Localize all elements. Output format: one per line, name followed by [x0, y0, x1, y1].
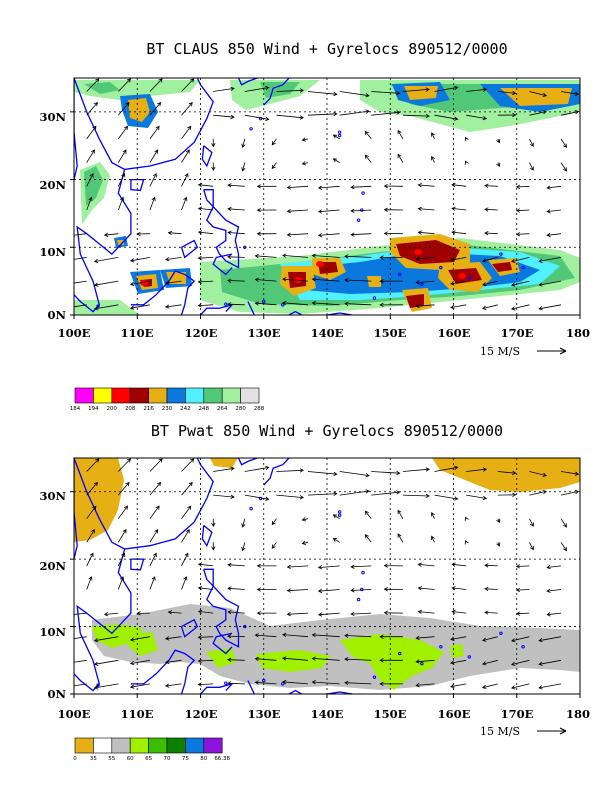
bot-colorbar-swatch-6 — [185, 737, 205, 754]
top-colorbar-label-8: 264 — [217, 406, 228, 412]
claus-map — [74, 78, 580, 315]
claus-vector-legend: 15 M/S — [480, 345, 567, 358]
top-colorbar-swatch-1 — [93, 387, 113, 404]
top-colorbar-swatch-3 — [129, 387, 149, 404]
top-colorbar-swatch-5 — [166, 387, 186, 404]
top-colorbar-label-10: 288 — [254, 406, 265, 412]
pwat-lat-30n: 30N — [39, 489, 66, 503]
pwat-lon-160e: 160E — [438, 707, 471, 721]
pwat-lat-20n: 20N — [39, 559, 66, 573]
bot-colorbar-swatch-4 — [148, 737, 168, 754]
top-colorbar-swatch-7 — [203, 387, 223, 404]
bot-colorbar-label-2: 55 — [108, 756, 115, 762]
pwat-panel: BT Pwat 850 Wind + Gyrelocs 890512/0000 … — [39, 422, 590, 762]
top-colorbar-label-7: 248 — [199, 406, 210, 412]
top-colorbar-label-1: 194 — [88, 406, 99, 412]
bot-colorbar-label-7: 80 — [200, 756, 207, 762]
pwat-lon-180: 180 — [566, 707, 590, 721]
claus-lat-10n: 10N — [39, 245, 66, 259]
bot-colorbar-label-1: 35 — [90, 756, 97, 762]
claus-lat-30n: 30N — [39, 110, 66, 124]
pwat-map — [74, 458, 580, 694]
wind-vectors — [74, 458, 580, 690]
pwat-colorbar: 0 35 55 60 65 70 75 80 66.38 — [73, 737, 231, 762]
bot-colorbar-swatch-5 — [166, 737, 186, 754]
bot-colorbar-label-3: 60 — [127, 756, 134, 762]
claus-lon-150e: 150E — [374, 326, 407, 340]
claus-lon-120e: 120E — [185, 326, 218, 340]
top-colorbar-swatch-8 — [221, 387, 241, 404]
top-colorbar-label-4: 216 — [143, 406, 154, 412]
top-colorbar-label-0: 184 — [70, 406, 81, 412]
bot-colorbar-swatch-7 — [203, 737, 223, 754]
bot-colorbar-swatch-1 — [93, 737, 113, 754]
pwat-lat-10n: 10N — [39, 625, 66, 639]
cloud-field — [74, 80, 580, 315]
bot-colorbar-label-0: 0 — [73, 756, 77, 762]
moisture-field — [74, 458, 580, 690]
claus-title: BT CLAUS 850 Wind + Gyrelocs 890512/0000 — [146, 40, 507, 58]
bot-colorbar-swatch-3 — [129, 737, 149, 754]
claus-lon-140e: 140E — [311, 326, 344, 340]
pwat-lon-170e: 170E — [501, 707, 534, 721]
claus-ticks — [70, 111, 581, 319]
gridlines — [74, 458, 580, 694]
claus-panel: BT CLAUS 850 Wind + Gyrelocs 890512/0000… — [39, 40, 590, 412]
pwat-lon-140e: 140E — [311, 707, 344, 721]
claus-lat-0n: 0N — [47, 308, 66, 322]
pwat-lat-0n: 0N — [47, 687, 66, 701]
claus-lon-110e: 110E — [121, 326, 154, 340]
claus-lon-100e: 100E — [58, 326, 91, 340]
claus-lon-130e: 130E — [248, 326, 281, 340]
top-colorbar-label-2: 200 — [107, 406, 118, 412]
claus-lon-180: 180 — [566, 326, 590, 340]
top-colorbar-label-9: 280 — [235, 406, 246, 412]
top-colorbar-swatch-0 — [74, 387, 94, 404]
top-colorbar-swatch-2 — [111, 387, 131, 404]
gridlines — [74, 78, 580, 315]
top-colorbar-label-3: 208 — [125, 406, 136, 412]
pwat-vector-legend: 15 M/S — [480, 725, 567, 738]
bot-colorbar-label-6: 75 — [182, 756, 189, 762]
coastline — [74, 78, 525, 315]
top-colorbar-swatch-6 — [185, 387, 205, 404]
claus-lon-160e: 160E — [438, 326, 471, 340]
pwat-lon-100e: 100E — [58, 707, 91, 721]
coastline — [74, 458, 525, 694]
top-colorbar-label-6: 242 — [180, 406, 191, 412]
bot-colorbar-swatch-0 — [74, 737, 94, 754]
top-colorbar-label-5: 230 — [162, 406, 173, 412]
pwat-title: BT Pwat 850 Wind + Gyrelocs 890512/0000 — [151, 422, 503, 440]
pwat-lon-150e: 150E — [374, 707, 407, 721]
pwat-lon-110e: 110E — [121, 707, 154, 721]
claus-vector-ref-label: 15 M/S — [480, 345, 520, 358]
pwat-lon-130e: 130E — [248, 707, 281, 721]
claus-lon-170e: 170E — [501, 326, 534, 340]
top-colorbar-swatch-9 — [240, 387, 260, 404]
claus-lat-20n: 20N — [39, 178, 66, 192]
pwat-vector-ref-label: 15 M/S — [480, 725, 520, 738]
claus-colorbar: 184 194 200 208 216 230 242 248 264 280 288 — [70, 387, 265, 412]
pwat-lon-120e: 120E — [185, 707, 218, 721]
bot-colorbar-label-5: 70 — [164, 756, 171, 762]
pwat-ticks — [70, 491, 581, 698]
bot-colorbar-label-4: 65 — [145, 756, 152, 762]
bot-colorbar-swatch-2 — [111, 737, 131, 754]
top-colorbar-swatch-4 — [148, 387, 168, 404]
bot-colorbar-label-8: 66.38 — [214, 756, 230, 762]
wind-vectors — [74, 78, 580, 311]
